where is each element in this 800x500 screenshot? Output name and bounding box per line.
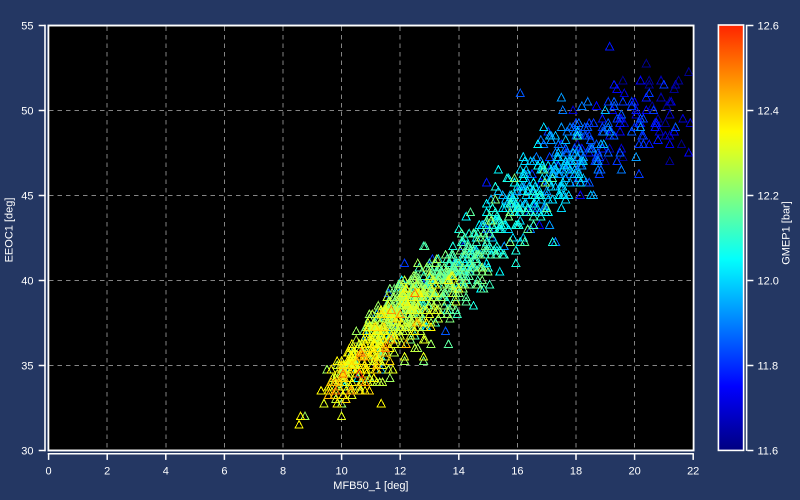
svg-text:6: 6 (221, 466, 227, 478)
svg-text:11.6: 11.6 (758, 446, 779, 458)
svg-text:35: 35 (21, 361, 33, 373)
svg-text:30: 30 (21, 446, 33, 458)
svg-text:2: 2 (104, 466, 110, 478)
svg-text:MFB50_1 [deg]: MFB50_1 [deg] (333, 480, 408, 492)
svg-text:40: 40 (21, 276, 33, 288)
svg-text:12.0: 12.0 (758, 276, 779, 288)
svg-text:0: 0 (46, 466, 52, 478)
svg-text:18: 18 (570, 466, 582, 478)
svg-text:55: 55 (21, 21, 33, 33)
svg-text:22: 22 (687, 466, 699, 478)
svg-text:12.2: 12.2 (758, 191, 779, 203)
svg-text:8: 8 (280, 466, 286, 478)
svg-text:50: 50 (21, 106, 33, 118)
svg-text:20: 20 (628, 466, 640, 478)
svg-text:14: 14 (453, 466, 465, 478)
svg-text:GMEP1 [bar]: GMEP1 [bar] (781, 201, 793, 265)
svg-text:12.6: 12.6 (758, 21, 779, 33)
svg-text:EEOC1 [deg]: EEOC1 [deg] (3, 198, 15, 263)
svg-text:11.8: 11.8 (758, 361, 779, 373)
svg-text:16: 16 (511, 466, 523, 478)
svg-text:12: 12 (394, 466, 406, 478)
svg-text:45: 45 (21, 191, 33, 203)
svg-text:12.4: 12.4 (758, 106, 779, 118)
svg-text:10: 10 (335, 466, 347, 478)
svg-text:4: 4 (163, 466, 169, 478)
